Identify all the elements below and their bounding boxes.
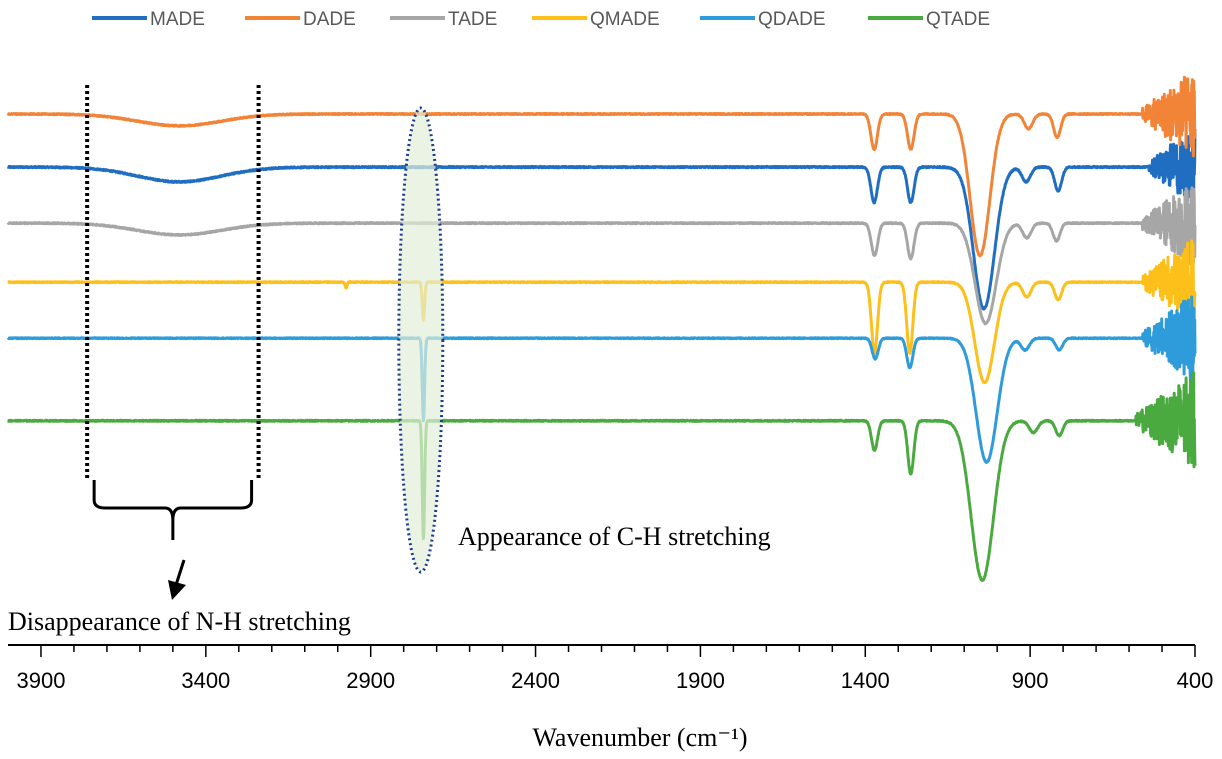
nh-arrow-head xyxy=(168,580,186,600)
series-line-qtade xyxy=(6,371,1197,582)
nh-annotation-label: Disappearance of N-H stretching xyxy=(8,607,351,636)
series-line-made xyxy=(6,129,1197,311)
x-tick-label-3900: 3900 xyxy=(16,668,65,693)
nh-arrow-shaft xyxy=(174,559,186,586)
x-axis: 3900 3400 2900 2400 1900 1400 900 400 xyxy=(8,644,1214,693)
x-tick-label-400: 400 xyxy=(1177,668,1214,693)
legend-label-made: MADE xyxy=(150,9,205,30)
legend-label-tade: TADE xyxy=(448,9,497,30)
nh-region-brace xyxy=(92,480,254,540)
x-tick-label-2400: 2400 xyxy=(511,668,560,693)
x-tick-label-1900: 1900 xyxy=(676,668,725,693)
series-line-tade xyxy=(6,186,1197,326)
series-line-qmade xyxy=(6,239,1197,385)
x-tick-label-1400: 1400 xyxy=(841,668,890,693)
x-tick-label-2900: 2900 xyxy=(346,668,395,693)
legend: MADE DADE TADE QMADE QDADE QTADE xyxy=(92,9,990,30)
x-axis-title: Wavenumber (cm⁻¹) xyxy=(532,723,747,752)
annotations: Disappearance of N-H stretching Appearanc… xyxy=(8,85,771,636)
legend-label-qmade: QMADE xyxy=(590,9,660,30)
series-group xyxy=(6,75,1197,582)
series-line-dade xyxy=(6,75,1197,258)
x-tick-label-900: 900 xyxy=(1012,668,1049,693)
x-tick-label-3400: 3400 xyxy=(181,668,230,693)
series-line-qdade xyxy=(6,295,1197,464)
legend-label-dade: DADE xyxy=(303,9,356,30)
ch-annotation-label: Appearance of C-H stretching xyxy=(458,522,771,551)
legend-label-qdade: QDADE xyxy=(758,9,826,30)
ch-highlight-ellipse xyxy=(397,106,445,574)
legend-label-qtade: QTADE xyxy=(926,9,990,30)
